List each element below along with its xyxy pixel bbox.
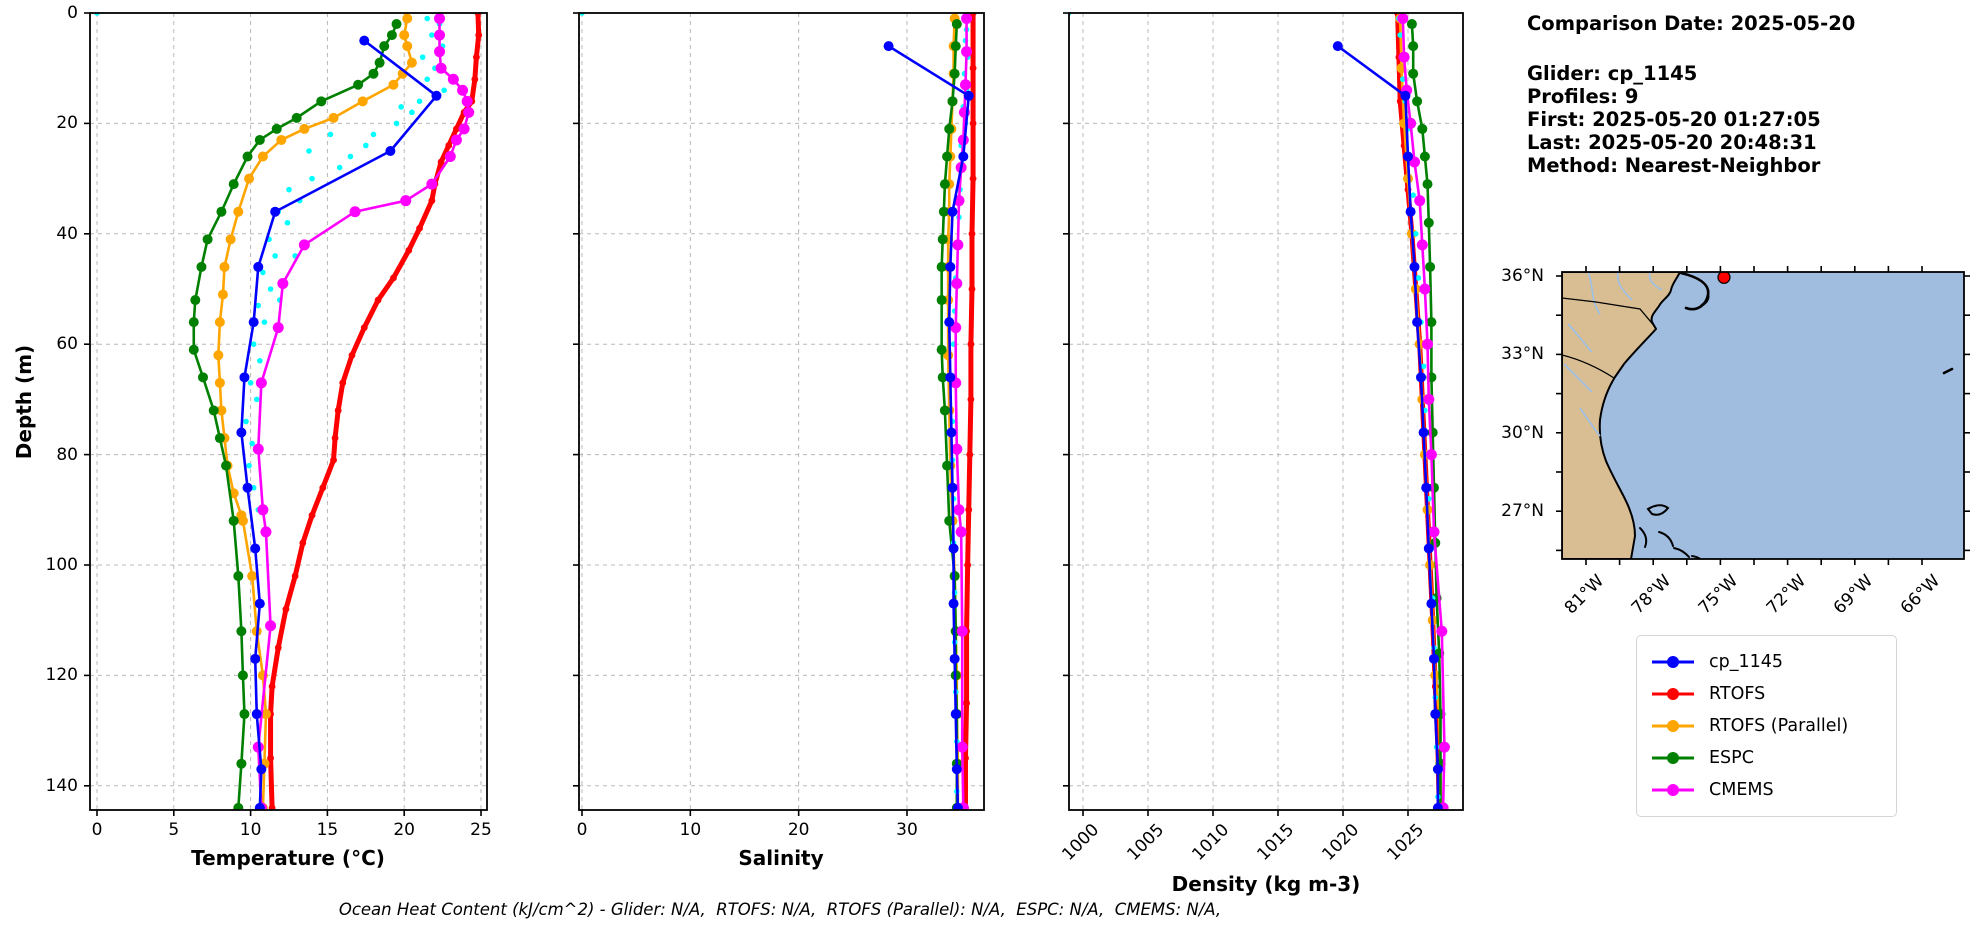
map-rivers <box>1563 272 1663 437</box>
location-map <box>1556 266 1970 565</box>
first-profile-time-text: First: 2025-05-20 01:27:05 <box>1527 108 1821 131</box>
legend-entry: CMEMS <box>1649 774 1884 806</box>
x-tick-label: 20 <box>787 820 810 840</box>
map-lon-tick-label: 78°W <box>1627 571 1676 619</box>
series-cp-1145 <box>236 35 442 810</box>
legend-line-sample <box>1652 784 1694 796</box>
y-tick-label: 140 <box>45 775 78 796</box>
scatter-glider-raw-points <box>579 13 971 795</box>
series-espc <box>188 19 402 810</box>
last-profile-time-text: Last: 2025-05-20 20:48:31 <box>1527 131 1817 154</box>
map-lon-tick-label: 81°W <box>1560 571 1609 619</box>
series-cmems <box>1397 13 1450 810</box>
map-barrier-islands-coastline <box>1679 272 1710 311</box>
x-tick-label: 0 <box>91 820 103 840</box>
map-lon-tick-label: 69°W <box>1829 571 1877 619</box>
y-tick-label: 40 <box>56 223 78 244</box>
y-tick-label: 120 <box>45 665 78 686</box>
legend-entry-label: ESPC <box>1709 748 1754 768</box>
x-tick-label: 15 <box>316 820 339 840</box>
map-lat-tick-label: 30°N <box>1501 422 1544 443</box>
legend-box: cp_1145 RTOFS RTOFS (Parallel) ESPC CMEMS <box>1636 635 1897 817</box>
plot-series-layer <box>94 13 483 810</box>
legend-line-sample <box>1652 688 1694 700</box>
map-bahamas-islands <box>1639 504 1701 559</box>
legend-entry-label: RTOFS (Parallel) <box>1709 716 1849 736</box>
x-tick-label: 1000 <box>1058 820 1104 865</box>
legend-entry-label: RTOFS <box>1709 684 1766 704</box>
map-state-borders <box>1562 297 1657 379</box>
profiles-count-text: Profiles: 9 <box>1527 85 1639 108</box>
method-text: Method: Nearest-Neighbor <box>1527 154 1821 177</box>
salinity-plot <box>573 12 985 816</box>
density-plot <box>1063 12 1464 816</box>
y-tick-label: 60 <box>56 334 78 355</box>
x-tick-label: 10 <box>679 820 702 840</box>
legend-entry-label: cp_1145 <box>1709 652 1784 672</box>
info-panel-spacer <box>1527 35 1855 62</box>
scatter-glider-raw-points <box>1069 13 1441 800</box>
ohc-footer-text: Ocean Heat Content (kJ/cm^2) - Glider: N… <box>338 900 1222 919</box>
temperature-axis-label: Temperature (°C) <box>191 846 385 870</box>
x-tick-label: 1025 <box>1383 820 1429 865</box>
temperature-plot <box>84 12 488 816</box>
map-lon-tick-label: 75°W <box>1695 571 1743 619</box>
map-lat-tick-label: 27°N <box>1501 501 1544 522</box>
map-tick-marks <box>1556 266 1970 565</box>
plot-spines <box>1068 12 1464 811</box>
axis-tick-marks <box>1063 12 1409 816</box>
glider-location-marker <box>1717 272 1731 284</box>
map-bermuda-island <box>1942 367 1954 375</box>
legend-entry: ESPC <box>1649 742 1884 774</box>
depth-axis-label: Depth (m) <box>12 344 36 460</box>
density-axis-label: Density (kg m-3) <box>1171 872 1361 896</box>
x-tick-label: 10 <box>239 820 262 840</box>
x-tick-label: 25 <box>470 820 492 840</box>
x-tick-label: 30 <box>896 820 918 840</box>
map-lat-tick-label: 33°N <box>1501 344 1544 365</box>
legend-line-sample <box>1652 752 1694 764</box>
grid-lines <box>90 12 487 810</box>
info-panel: Comparison Date: 2025-05-20 Glider: cp_1… <box>1527 12 1855 177</box>
series-cmems <box>252 13 475 810</box>
plot-series-layer <box>579 13 977 810</box>
y-tick-label: 20 <box>56 113 78 134</box>
axis-tick-marks <box>84 12 482 816</box>
y-tick-label: 80 <box>56 444 78 465</box>
map-lon-tick-label: 66°W <box>1896 571 1945 619</box>
map-land <box>1562 272 1681 559</box>
map-lat-tick-label: 36°N <box>1501 266 1544 286</box>
legend-entry: RTOFS <box>1649 678 1884 710</box>
x-tick-label: 0 <box>576 820 588 840</box>
plot-spines <box>89 12 488 811</box>
y-tick-label: 0 <box>67 3 78 23</box>
y-tick-label: 100 <box>45 555 78 575</box>
legend-line-sample <box>1652 720 1694 732</box>
map-border <box>1561 271 1965 560</box>
glider-name-text: Glider: cp_1145 <box>1527 62 1698 85</box>
legend-entry: cp_1145 <box>1649 646 1884 678</box>
series-cp-1145 <box>1332 41 1443 810</box>
legend-entry: RTOFS (Parallel) <box>1649 710 1884 742</box>
map-lon-tick-label: 72°W <box>1762 571 1810 619</box>
plot-spines <box>578 12 985 811</box>
salinity-axis-label: Salinity <box>738 846 824 870</box>
axis-tick-marks <box>573 12 908 816</box>
plot-series-layer <box>1069 13 1450 810</box>
series-cp-1145 <box>883 41 974 810</box>
grid-lines <box>579 12 984 810</box>
legend-line-sample <box>1652 656 1694 668</box>
x-tick-label: 1005 <box>1123 820 1169 865</box>
comparison-date-text: Comparison Date: 2025-05-20 <box>1527 12 1856 35</box>
x-tick-label: 5 <box>168 820 180 840</box>
x-tick-label: 20 <box>393 820 415 840</box>
legend-entry-label: CMEMS <box>1709 780 1774 800</box>
